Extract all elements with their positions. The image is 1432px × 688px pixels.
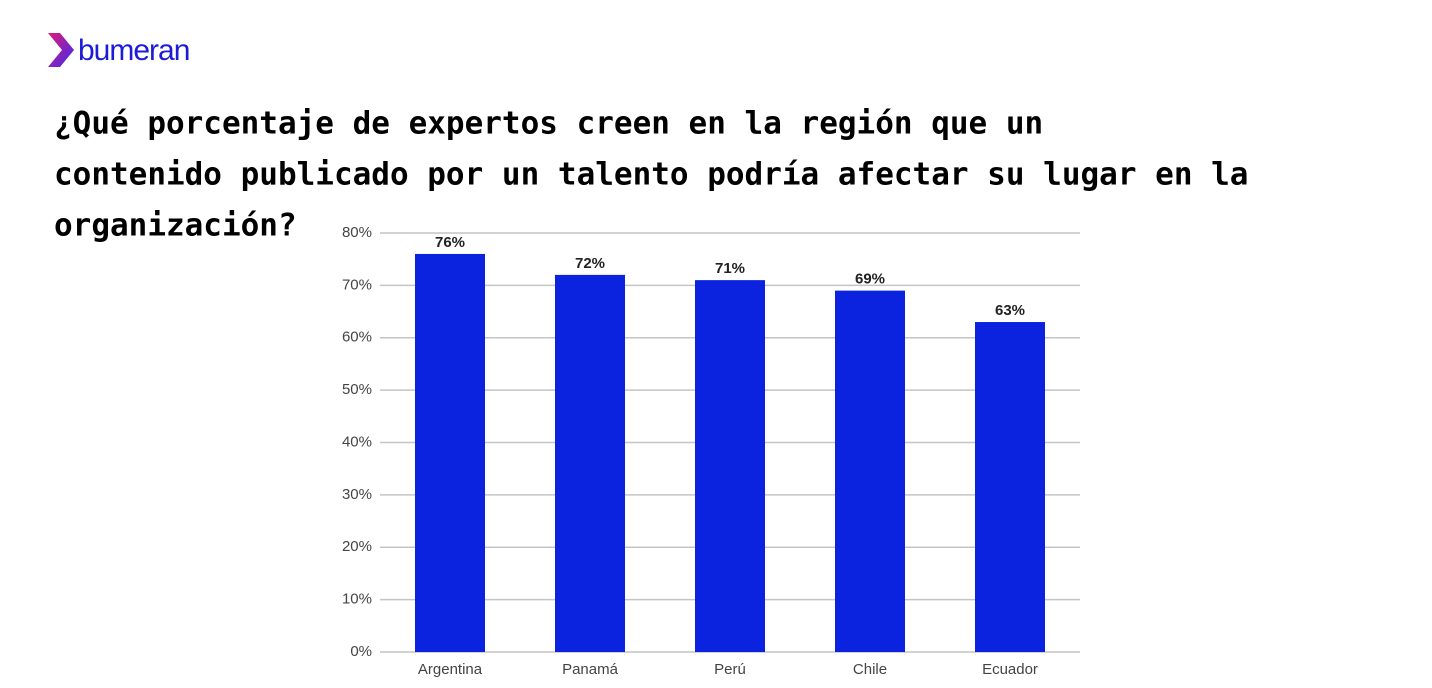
data-label: 71% bbox=[715, 260, 745, 277]
data-label: 72% bbox=[575, 255, 605, 272]
data-label: 63% bbox=[995, 302, 1025, 319]
y-tick-label: 10% bbox=[342, 591, 372, 608]
data-label: 76% bbox=[435, 234, 465, 251]
bar bbox=[975, 322, 1045, 652]
y-tick-label: 30% bbox=[342, 486, 372, 503]
logo-text: bumeran bbox=[78, 34, 189, 67]
y-tick-label: 20% bbox=[342, 538, 372, 555]
title-line: organización? bbox=[54, 208, 297, 244]
x-tick-label: Perú bbox=[714, 661, 746, 678]
bar bbox=[695, 280, 765, 652]
data-label: 69% bbox=[855, 271, 885, 288]
y-tick-label: 80% bbox=[342, 224, 372, 241]
y-tick-label: 70% bbox=[342, 276, 372, 293]
bar bbox=[415, 253, 485, 652]
bar bbox=[555, 274, 625, 652]
bar bbox=[835, 290, 905, 652]
title-line: ¿Qué porcentaje de expertos creen en la … bbox=[54, 106, 1043, 142]
x-tick-label: Ecuador bbox=[982, 661, 1038, 678]
x-tick-label: Chile bbox=[853, 661, 887, 678]
title-line: contenido publicado por un talento podrí… bbox=[54, 157, 1248, 193]
x-tick-label: Argentina bbox=[418, 661, 483, 678]
y-tick-label: 50% bbox=[342, 381, 372, 398]
x-tick-label: Panamá bbox=[562, 661, 619, 678]
logo-icon bbox=[48, 33, 74, 67]
y-tick-label: 40% bbox=[342, 433, 372, 450]
y-tick-label: 0% bbox=[350, 643, 372, 660]
title: ¿Qué porcentaje de expertos creen en la … bbox=[54, 106, 1248, 244]
y-tick-label: 60% bbox=[342, 329, 372, 346]
